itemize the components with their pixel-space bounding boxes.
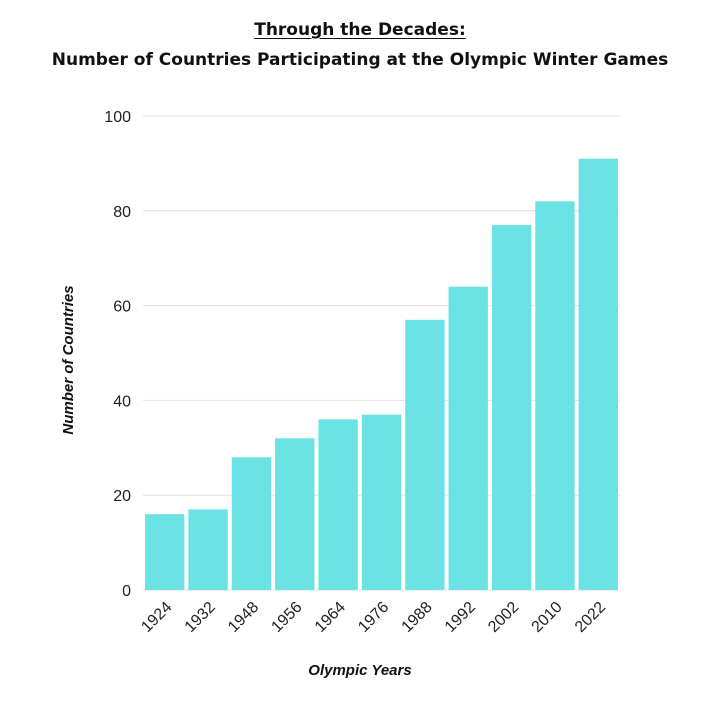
x-tick-label: 2010: [529, 599, 566, 636]
x-tick-label: 1992: [442, 599, 479, 636]
y-tick-label: 100: [104, 109, 131, 126]
x-tick-label: 2002: [485, 599, 522, 636]
y-tick-label: 60: [113, 299, 131, 316]
bars: [145, 158, 618, 590]
x-tick-label: 1988: [399, 599, 436, 636]
y-axis-ticks: 0 20 40 60 80 100: [104, 109, 131, 600]
x-tick-label: 1948: [225, 599, 262, 636]
bar-1932: [188, 509, 228, 590]
x-tick-label: 1976: [355, 599, 392, 636]
bar-1948: [231, 457, 272, 590]
chart-title-line-2: Number of Countries Participating at the…: [51, 50, 669, 70]
x-tick-label: 1924: [138, 599, 175, 636]
x-tick-label: 1956: [268, 599, 305, 636]
x-tick-label: 1932: [182, 599, 219, 636]
bar-2022: [578, 158, 618, 590]
bar-1988: [405, 319, 445, 590]
bar-2002: [491, 225, 532, 590]
x-tick-label: 1964: [312, 599, 349, 636]
bar-1956: [275, 438, 315, 590]
x-axis-ticks: 1924 1932 1948 1956 1964 1976 1988 1992 2002 2010…: [138, 599, 609, 636]
bar-1924: [145, 514, 185, 590]
y-tick-label: 20: [113, 488, 131, 505]
chart-title-line-1: Through the Decades:: [254, 20, 466, 40]
y-tick-label: 40: [113, 393, 131, 410]
bar-1976: [361, 414, 402, 590]
bar-1964: [318, 419, 358, 590]
bar-1992: [448, 286, 488, 590]
y-tick-label: 80: [113, 204, 131, 221]
y-tick-label: 0: [122, 583, 131, 600]
bar-2010: [535, 201, 575, 590]
y-axis-title: Number of Countries: [60, 285, 77, 434]
x-axis-title: Olympic Years: [308, 662, 411, 679]
x-tick-label: 2022: [572, 599, 609, 636]
